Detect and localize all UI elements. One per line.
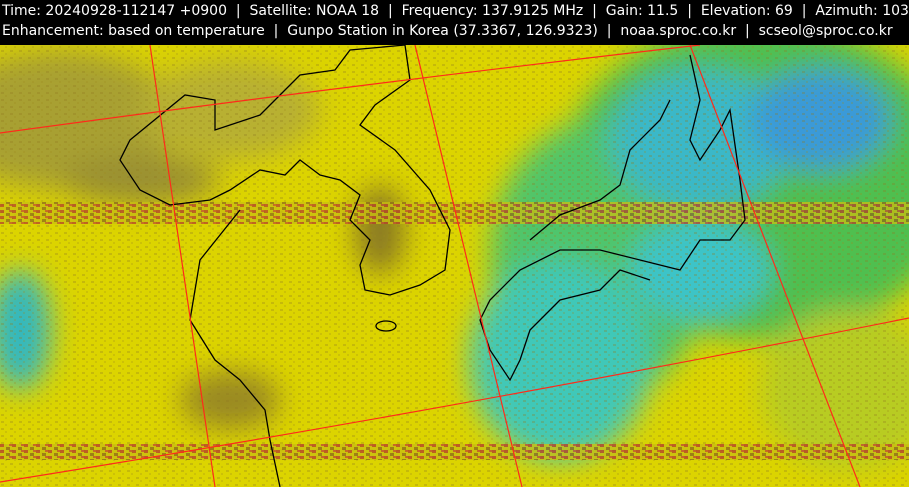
header-line: Enhancement: based on temperature | Gunp… bbox=[2, 23, 893, 39]
coastline bbox=[119, 45, 451, 296]
graticule-line bbox=[689, 45, 861, 487]
coastline bbox=[375, 320, 397, 332]
texture bbox=[0, 45, 909, 487]
graticule bbox=[0, 45, 909, 487]
noise-band bbox=[0, 444, 909, 460]
graticule-line bbox=[414, 45, 523, 487]
graticule-line bbox=[149, 45, 216, 487]
graticule-line bbox=[0, 45, 701, 134]
coastline bbox=[189, 209, 281, 487]
satellite-image bbox=[0, 45, 909, 487]
coastline bbox=[529, 99, 671, 241]
header: Time: 20240928-112147 +0900 | Satellite:… bbox=[0, 0, 909, 46]
header-line: Time: 20240928-112147 +0900 | Satellite:… bbox=[2, 3, 909, 19]
graticule-line bbox=[0, 317, 909, 483]
coastline bbox=[479, 54, 746, 382]
noise-band bbox=[0, 202, 909, 224]
coastlines bbox=[119, 45, 746, 487]
